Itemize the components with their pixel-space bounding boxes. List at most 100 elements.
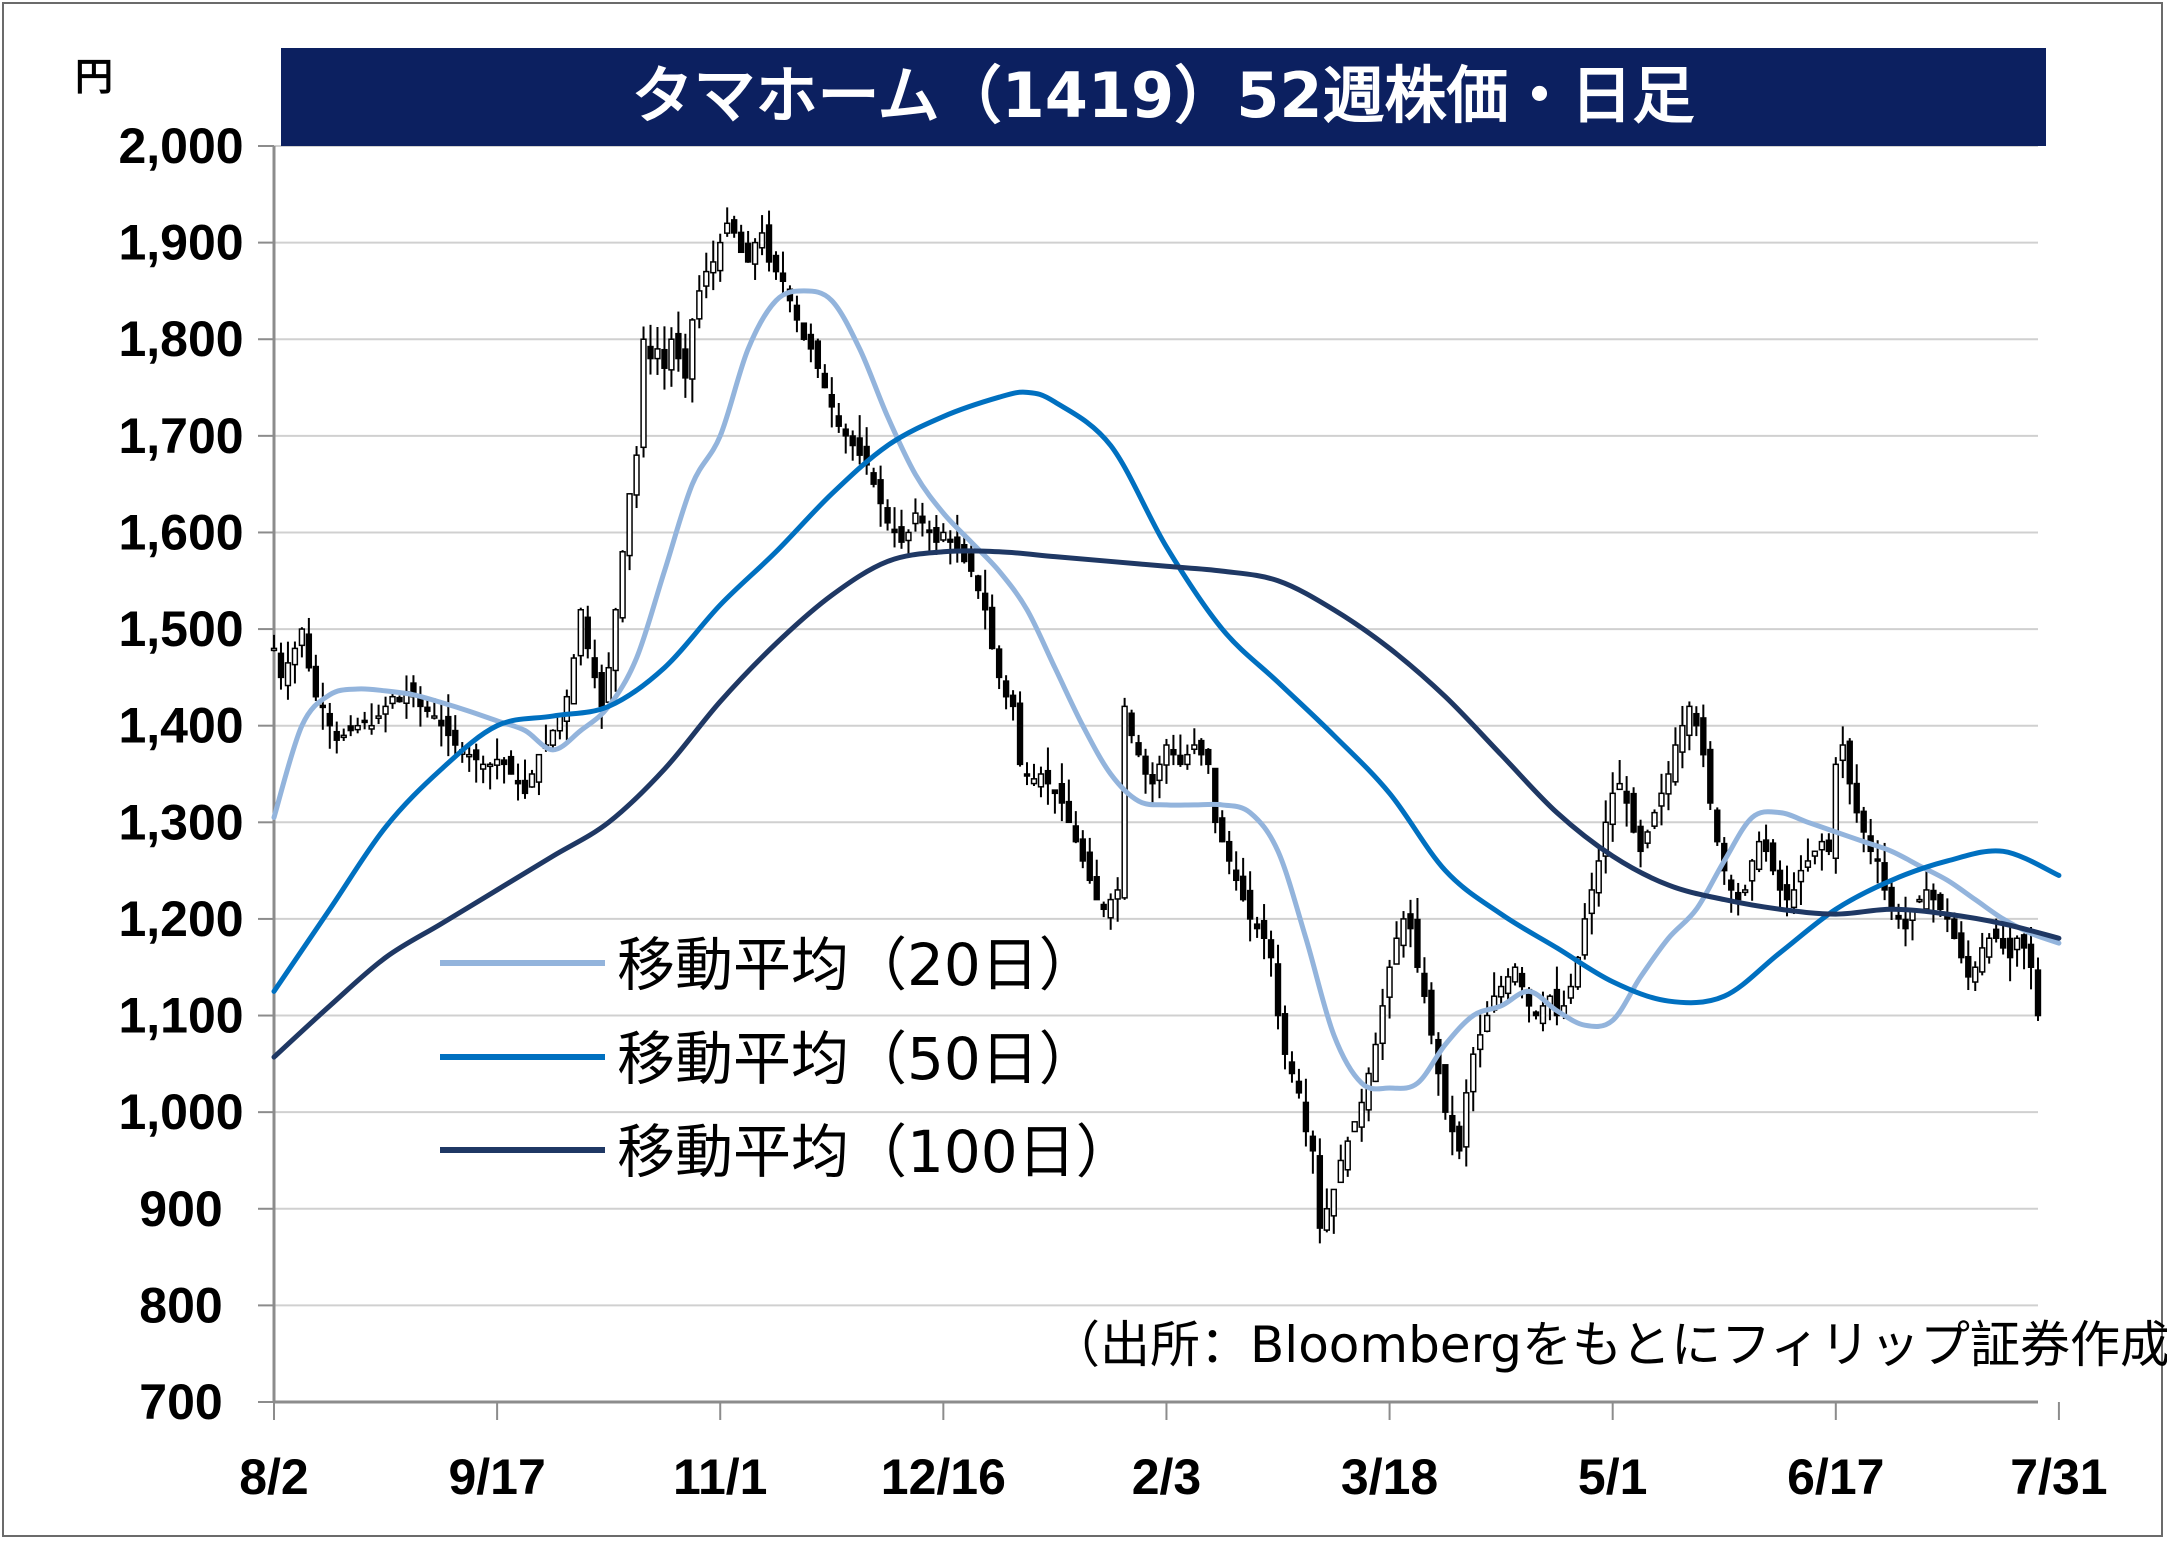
- candle: [2013, 935, 2021, 967]
- candle: [1449, 1095, 1456, 1156]
- candle: [1637, 819, 1644, 868]
- x-tick-label: 7/31: [2010, 1449, 2107, 1505]
- candle: [284, 641, 292, 700]
- y-tick-label: 900: [139, 1181, 222, 1237]
- x-tick-label: 5/1: [1578, 1449, 1648, 1505]
- candle: [1253, 916, 1261, 938]
- candle: [375, 704, 382, 724]
- candle: [1023, 762, 1031, 786]
- candle: [382, 696, 389, 733]
- candle: [710, 240, 717, 291]
- moving-average-lines: [271, 288, 2062, 1092]
- candle: [1728, 874, 1735, 913]
- candle: [1741, 884, 1749, 896]
- candle: [1923, 870, 1930, 910]
- candle: [898, 509, 905, 549]
- candle: [1832, 757, 1839, 874]
- candle: [1421, 957, 1428, 1004]
- candle: [1735, 882, 1742, 916]
- candle: [319, 682, 326, 730]
- ma-line-20: [271, 288, 2062, 1092]
- candle: [570, 654, 577, 705]
- candle: [1902, 896, 1909, 947]
- candle: [1128, 709, 1135, 744]
- candle: [612, 607, 619, 692]
- y-tick-label: 1,400: [118, 698, 243, 754]
- candle: [1860, 806, 1867, 853]
- candle: [1965, 940, 1972, 991]
- candle: [368, 703, 375, 735]
- candle: [591, 639, 598, 689]
- candle: [1477, 1014, 1484, 1068]
- candle: [1016, 691, 1024, 767]
- candle: [1365, 1067, 1372, 1122]
- candle: [1797, 855, 1805, 905]
- title-banner: [281, 48, 2046, 146]
- candle: [1226, 830, 1233, 875]
- candle: [500, 757, 508, 784]
- candle: [1553, 966, 1561, 1026]
- candle: [291, 641, 299, 684]
- candle: [1644, 829, 1651, 849]
- candle: [1930, 883, 1937, 923]
- candle: [717, 233, 724, 282]
- candle: [1588, 872, 1595, 935]
- gridlines: [274, 145, 2038, 1307]
- candle: [1707, 741, 1714, 811]
- candle: [326, 702, 333, 749]
- y-tick-label: 1,500: [118, 601, 243, 657]
- candle: [347, 715, 354, 737]
- candle: [1142, 748, 1149, 794]
- x-tick-label: 11/1: [673, 1449, 768, 1505]
- candle: [1205, 748, 1212, 774]
- candle: [354, 717, 361, 734]
- candle: [298, 627, 306, 658]
- candle: [682, 333, 689, 398]
- candle: [528, 769, 536, 788]
- candle: [1616, 760, 1623, 791]
- candle: [2006, 926, 2014, 982]
- candle: [828, 377, 835, 428]
- candle: [995, 645, 1003, 690]
- candle: [1748, 858, 1756, 901]
- candle: [396, 695, 403, 703]
- chart-title: タマホーム（1419）52週株価・日足: [632, 59, 1695, 132]
- candle: [1609, 772, 1616, 842]
- candle: [696, 275, 703, 329]
- candle: [765, 210, 773, 272]
- candle: [514, 763, 522, 801]
- candle: [535, 753, 543, 796]
- candle: [1316, 1138, 1324, 1244]
- candle: [1114, 877, 1121, 922]
- candle: [1853, 764, 1860, 823]
- candle: [640, 326, 647, 458]
- x-tick-label: 6/17: [1787, 1449, 1884, 1505]
- candle: [577, 607, 584, 666]
- candle: [835, 402, 842, 433]
- candle: [1442, 1064, 1449, 1120]
- candle: [1184, 744, 1191, 770]
- candle: [849, 430, 856, 461]
- candle: [793, 295, 801, 333]
- candle: [305, 617, 313, 672]
- candle: [1839, 726, 1846, 779]
- candle: [1776, 860, 1784, 910]
- candle: [1665, 761, 1672, 811]
- candle: [340, 728, 347, 741]
- candle: [905, 529, 912, 558]
- candle: [1497, 975, 1505, 1006]
- candle: [730, 215, 738, 238]
- y-tick-label: 1,800: [118, 311, 243, 367]
- candle: [1219, 810, 1226, 843]
- candle: [1058, 763, 1066, 822]
- candle: [1156, 755, 1163, 799]
- candle: [1972, 961, 1979, 992]
- candle: [1121, 697, 1128, 900]
- candle: [1002, 675, 1010, 710]
- candle: [919, 502, 926, 537]
- y-tick-label: 1,700: [118, 408, 243, 464]
- candle: [479, 755, 487, 784]
- candle: [1135, 734, 1142, 758]
- candle: [1044, 747, 1052, 805]
